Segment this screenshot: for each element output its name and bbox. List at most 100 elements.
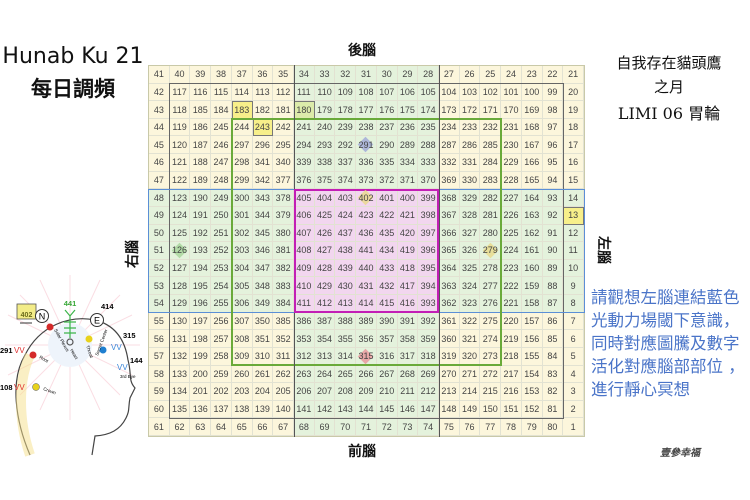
cell-number: 344	[254, 210, 270, 221]
cell-number: 422	[379, 210, 395, 221]
matrix-cell: 125	[169, 224, 191, 243]
matrix-cell: 53	[149, 277, 170, 296]
cell-number: 78	[505, 421, 516, 432]
matrix-cell: 121	[169, 154, 191, 172]
cell-number: 39	[195, 69, 206, 80]
cell-number: 215	[482, 386, 498, 397]
matrix-cell: 119	[169, 118, 191, 137]
matrix-cell: 140	[273, 400, 294, 419]
matrix-cell: 193	[190, 242, 212, 260]
cell-number: 351	[254, 333, 270, 344]
cell-number: 251	[213, 227, 229, 238]
cell-number: 178	[337, 104, 353, 115]
cell-number: 118	[172, 104, 187, 115]
cell-number: 392	[420, 315, 436, 326]
cell-number: 15	[568, 175, 579, 186]
matrix-cell: 118	[169, 101, 191, 119]
matrix-cell: 175	[397, 101, 419, 119]
matrix-cell: 301	[231, 206, 253, 225]
cell-number: 67	[278, 421, 289, 432]
matrix-cell: 70	[335, 418, 357, 436]
matrix-cell: 377	[273, 171, 294, 190]
cell-number: 413	[337, 298, 353, 309]
cell-number: 255	[213, 298, 229, 309]
cell-number: 411	[296, 298, 312, 309]
matrix-cell: 374	[335, 171, 357, 190]
cell-number: 293	[317, 139, 333, 150]
matrix-cell: 96	[542, 136, 564, 155]
cell-number: 91	[547, 227, 558, 238]
matrix-cell: 394	[418, 277, 439, 296]
cell-number: 24	[505, 69, 516, 80]
cell-number: 253	[213, 263, 229, 274]
cell-number: 321	[462, 333, 478, 344]
cell-number: 402	[358, 192, 374, 203]
matrix-cell: 134	[169, 383, 191, 401]
cell-number: 90	[547, 245, 558, 256]
tv-icon	[16, 303, 37, 320]
matrix-cell: 82	[542, 383, 564, 401]
matrix-cell: 268	[397, 365, 419, 384]
cell-number: 312	[296, 351, 312, 362]
matrix-cell: 328	[459, 206, 481, 225]
diagram-number-box: 402	[21, 312, 33, 319]
matrix-cell: 422	[376, 206, 398, 225]
matrix-cell: 241	[293, 118, 315, 137]
matrix-cell: 168	[521, 118, 543, 137]
matrix-cell: 359	[418, 330, 439, 348]
limi-label: LIMI 06 胃輪	[617, 104, 721, 123]
cell-number: 403	[337, 192, 353, 203]
cell-number: 297	[234, 139, 250, 150]
cell-number: 389	[358, 315, 374, 326]
matrix-cell: 265	[335, 365, 357, 384]
cell-number: 407	[296, 227, 312, 238]
cell-number: 370	[420, 175, 436, 186]
matrix-cell: 300	[231, 189, 253, 207]
matrix-cell: 250	[211, 206, 232, 225]
matrix-cell: 21	[563, 66, 584, 84]
cell-number: 23	[526, 69, 537, 80]
cell-number: 64	[215, 421, 226, 432]
cell-number: 394	[420, 280, 436, 291]
matrix-cell: 188	[190, 154, 212, 172]
matrix-cell: 403	[335, 189, 357, 207]
matrix-cell: 396	[418, 242, 439, 260]
cell-number: 256	[213, 315, 229, 326]
matrix-cell: 411	[293, 295, 315, 313]
matrix-cell: 426	[314, 224, 336, 243]
cell-number: 169	[524, 104, 540, 115]
label-back-brain: 後腦	[348, 43, 376, 59]
matrix-cell: 111	[293, 83, 315, 102]
cell-number: 342	[254, 175, 270, 186]
matrix-cell: 371	[397, 171, 419, 190]
matrix-cell: 364	[438, 259, 460, 278]
matrix-cell: 327	[459, 224, 481, 243]
cell-number: 96	[547, 139, 558, 150]
solar-plexus-icon	[46, 323, 54, 331]
cell-number: 383	[275, 280, 291, 291]
matrix-cell: 278	[480, 259, 502, 278]
matrix-cell: 406	[293, 206, 315, 225]
matrix-cell: 9	[563, 277, 584, 296]
matrix-cell: 404	[314, 189, 336, 207]
matrix-cell: 324	[459, 277, 481, 296]
cell-number: 405	[296, 192, 312, 203]
cell-number: 249	[213, 192, 229, 203]
matrix-cell: 178	[335, 101, 357, 119]
cell-number: 433	[379, 263, 395, 274]
matrix-cell: 263	[293, 365, 315, 384]
cell-number: 328	[462, 210, 478, 221]
matrix-cell: 425	[314, 206, 336, 225]
cell-number: 338	[317, 157, 333, 168]
matrix-cell: 39	[190, 66, 212, 84]
matrix-cell: 310	[252, 347, 274, 366]
matrix-cell: 379	[273, 206, 294, 225]
matrix-cell: 412	[314, 295, 336, 313]
matrix-cell: 12	[563, 224, 584, 243]
cell-number: 358	[399, 333, 415, 344]
cell-number: 243	[254, 122, 270, 133]
matrix-cell: 26	[459, 66, 481, 84]
cell-number: 218	[503, 351, 519, 362]
matrix-cell: 389	[356, 312, 377, 331]
matrix-cell: 345	[252, 224, 274, 243]
